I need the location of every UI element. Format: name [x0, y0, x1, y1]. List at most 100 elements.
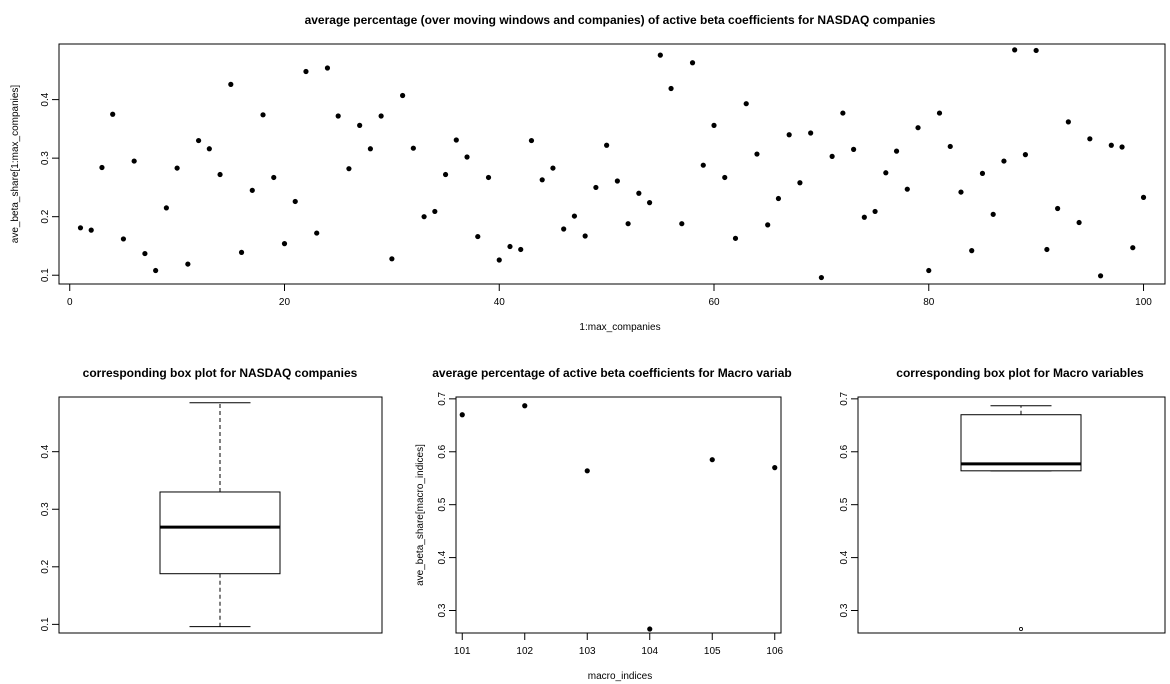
- nasdaq-scatter-point-87: (87, 0.295): [1001, 158, 1007, 164]
- macro-scatter-yticks: 0.3 0.4 0.5 0.6 0.7: [437, 391, 456, 617]
- nasdaq-box-panel: corresponding box plot for NASDAQ compan…: [40, 366, 383, 634]
- nasdaq-scatter-point-59: (59, 0.288): [700, 162, 706, 168]
- macro-scatter-ytick-label: 0.7: [437, 391, 448, 405]
- nasdaq-scatter-frame: [58, 43, 1166, 285]
- nasdaq-scatter-point-49: (49, 0.25): [593, 184, 599, 191]
- nasdaq-scatter-point-60: (60, 0.356): [711, 122, 717, 128]
- nasdaq-scatter-point-6: (6, 0.295): [131, 158, 137, 164]
- macro-box-frame: [857, 396, 1166, 634]
- nasdaq-scatter-point-65: (65, 0.186): [765, 222, 771, 228]
- nasdaq-box-iqr-box: [159, 491, 281, 575]
- nasdaq-scatter-point-28: (28, 0.316): [367, 146, 373, 152]
- nasdaq-scatter-point-69: (69, 0.343): [808, 130, 814, 136]
- nasdaq-scatter-point-52: (52, 0.188): [625, 221, 631, 227]
- nasdaq-scatter-point-91: (91, 0.144): [1044, 246, 1050, 253]
- nasdaq-scatter-point-100: (100, 0.233): [1140, 194, 1147, 200]
- nasdaq-scatter-point-63: (63, 0.393): [743, 101, 749, 107]
- macro-scatter-xlabel: macro_indices: [588, 671, 652, 682]
- nasdaq-box-ytick-label: 0.2: [40, 559, 51, 573]
- nasdaq-scatter-point-98: (98, 0.319): [1119, 144, 1125, 150]
- nasdaq-scatter-point-34: (34, 0.209): [432, 208, 438, 215]
- macro-box: [960, 405, 1082, 632]
- nasdaq-box-ytick-label: 0.3: [40, 502, 51, 516]
- nasdaq-scatter-point-41: (41, 0.149): [507, 243, 513, 250]
- nasdaq-scatter-point-75: (75, 0.209): [872, 208, 878, 215]
- macro-box-iqr-box: [960, 414, 1082, 472]
- nasdaq-scatter-point-4: (4, 0.375): [110, 111, 116, 117]
- nasdaq-scatter-point-79: (79, 0.352): [915, 125, 921, 131]
- nasdaq-scatter-point-58: (58, 0.463): [689, 60, 696, 66]
- nasdaq-scatter-point-18: (18, 0.374): [260, 112, 266, 118]
- nasdaq-scatter-point-83: (83, 0.242): [958, 189, 964, 195]
- nasdaq-scatter-point-30: (30, 0.128): [389, 256, 395, 262]
- macro-scatter-ytick-label: 0.4: [437, 550, 448, 564]
- macro-scatter-points: (101, 0.67) (102, 0.687) (103, 0.564) (104,…: [459, 403, 778, 632]
- nasdaq-scatter-point-2: (2, 0.177): [88, 227, 94, 233]
- macro-scatter-ytick-label: 0.5: [437, 497, 448, 511]
- macro-box-ytick-label: 0.5: [839, 497, 850, 511]
- nasdaq-scatter-panel: average percentage (over moving windows …: [10, 13, 1166, 333]
- nasdaq-scatter-point-89: (89, 0.306): [1022, 152, 1029, 158]
- nasdaq-scatter-point-21: (21, 0.226): [292, 198, 298, 205]
- nasdaq-scatter-point-24: (24, 0.454): [324, 65, 331, 71]
- nasdaq-scatter-point-25: (25, 0.372): [335, 113, 341, 119]
- nasdaq-scatter-point-1: (1, 0.181): [77, 225, 84, 231]
- nasdaq-scatter-point-93: (93, 0.362): [1065, 119, 1071, 125]
- nasdaq-scatter-point-3: (3, 0.284): [99, 164, 105, 171]
- nasdaq-scatter-point-7: (7, 0.137): [142, 250, 148, 257]
- macro-scatter-point-6: (106, 0.57): [772, 465, 778, 471]
- nasdaq-scatter-point-90: (90, 0.484): [1033, 47, 1039, 54]
- nasdaq-scatter-point-73: (73, 0.315): [851, 146, 857, 152]
- nasdaq-box-ytick-label: 0.1: [40, 617, 51, 631]
- nasdaq-scatter-xticks: 0 20 40 60 80 100: [67, 284, 1152, 308]
- macro-box-outlier-1: [1019, 627, 1024, 632]
- macro-scatter-xtick-label: 106: [766, 646, 783, 657]
- nasdaq-scatter-point-13: (13, 0.316): [206, 146, 212, 152]
- nasdaq-scatter-point-72: (72, 0.377): [840, 110, 846, 116]
- macro-scatter-xtick-label: 104: [641, 646, 658, 657]
- nasdaq-box-ytick-label: 0.4: [40, 444, 51, 458]
- nasdaq-scatter-yticks: 0.1 0.2 0.3 0.4: [40, 92, 59, 282]
- macro-scatter-xticks: 101 102 103 104 105 106: [454, 633, 784, 657]
- nasdaq-scatter-point-36: (36, 0.331): [453, 137, 459, 143]
- nasdaq-scatter-point-53: (53, 0.24): [636, 190, 642, 196]
- macro-scatter-ylabel: ave_beta_share[macro_indices]: [415, 444, 426, 586]
- nasdaq-scatter-point-76: (76, 0.275): [883, 170, 889, 176]
- nasdaq-scatter-point-16: (16, 0.139): [238, 249, 245, 255]
- nasdaq-scatter-ytick-label: 0.4: [40, 92, 51, 106]
- nasdaq-scatter-point-67: (67, 0.34): [786, 132, 792, 138]
- macro-box-yticks: 0.3 0.4 0.5 0.6 0.7: [839, 391, 858, 617]
- nasdaq-scatter-point-88: (88, 0.485): [1012, 47, 1018, 53]
- nasdaq-scatter-point-27: (27, 0.356): [357, 122, 363, 128]
- macro-box-title: corresponding box plot for Macro variabl…: [896, 366, 1144, 380]
- nasdaq-scatter-xtick-label: 40: [494, 297, 506, 308]
- nasdaq-scatter-point-50: (50, 0.322): [604, 142, 610, 148]
- macro-scatter-point-5: (105, 0.585): [709, 457, 715, 463]
- nasdaq-scatter-xtick-label: 60: [708, 297, 720, 308]
- nasdaq-scatter-point-68: (68, 0.258): [797, 180, 803, 186]
- nasdaq-scatter-point-33: (33, 0.2): [421, 214, 427, 220]
- nasdaq-scatter-point-48: (48, 0.167): [582, 233, 588, 239]
- nasdaq-scatter-ytick-label: 0.3: [40, 151, 51, 165]
- nasdaq-scatter-point-47: (47, 0.201): [571, 213, 578, 219]
- nasdaq-scatter-point-26: (26, 0.282): [346, 166, 352, 172]
- nasdaq-scatter-point-22: (22, 0.448): [303, 68, 309, 75]
- nasdaq-scatter-point-97: (97, 0.322): [1108, 142, 1114, 148]
- macro-scatter-ytick-label: 0.6: [437, 444, 448, 458]
- nasdaq-scatter-point-43: (43, 0.33): [528, 137, 535, 144]
- nasdaq-scatter-point-9: (9, 0.215): [163, 205, 169, 211]
- macro-scatter-xtick-label: 103: [579, 646, 596, 657]
- nasdaq-scatter-point-86: (86, 0.204): [990, 211, 996, 217]
- nasdaq-scatter-xtick-label: 0: [67, 297, 73, 308]
- nasdaq-scatter-point-71: (71, 0.303): [829, 153, 835, 159]
- nasdaq-scatter-point-37: (37, 0.302): [464, 154, 470, 160]
- macro-scatter-xtick-label: 101: [454, 646, 471, 657]
- nasdaq-scatter-point-51: (51, 0.261): [614, 178, 620, 184]
- macro-scatter-point-1: (101, 0.67): [459, 412, 465, 418]
- macro-box-ytick-label: 0.6: [839, 444, 850, 458]
- nasdaq-scatter-xlabel: 1:max_companies: [579, 322, 660, 333]
- macro-box-ytick-label: 0.7: [839, 391, 850, 405]
- macro-scatter-frame: [455, 396, 782, 634]
- nasdaq-box-title: corresponding box plot for NASDAQ compan…: [83, 366, 358, 380]
- nasdaq-scatter-ytick-label: 0.1: [40, 268, 51, 282]
